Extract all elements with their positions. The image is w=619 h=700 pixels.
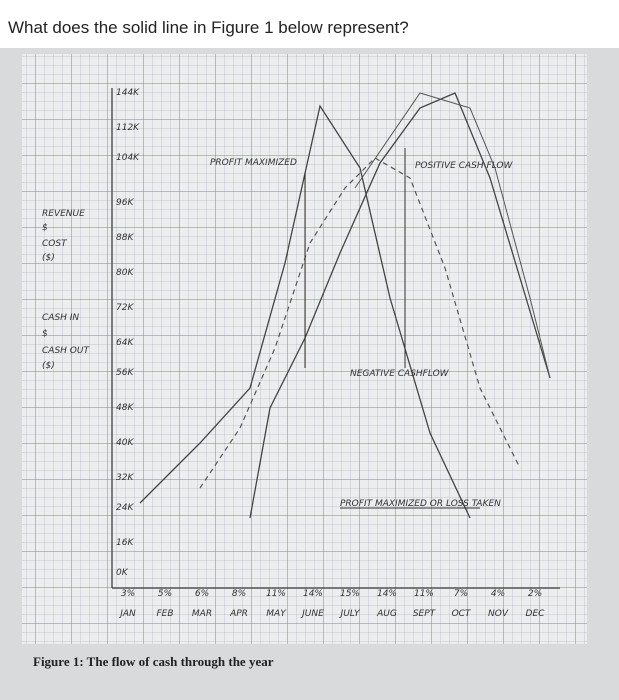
month-label: FEB	[156, 609, 173, 619]
month-label: MAY	[266, 609, 287, 619]
left-label: $	[42, 329, 48, 339]
percent-label: 2%	[528, 589, 542, 599]
annotation: PROFIT MAXIMIZED	[210, 158, 297, 168]
month-label: NOV	[488, 609, 509, 619]
annotation: POSITIVE CASH FLOW	[415, 161, 514, 171]
month-label: MAR	[192, 609, 212, 619]
left-label: CASH OUT	[42, 346, 90, 356]
percent-label: 3%	[121, 589, 135, 599]
solid-line-2	[249, 92, 551, 519]
percent-label: 11%	[266, 589, 286, 599]
left-label: ($)	[42, 361, 55, 371]
percent-label: 11%	[414, 589, 434, 599]
percent-label: 8%	[232, 589, 246, 599]
month-label: JULY	[339, 609, 361, 619]
month-label: JAN	[118, 609, 136, 619]
left-label: REVENUE	[42, 209, 85, 219]
annotation: NEGATIVE CASHFLOW	[350, 369, 450, 379]
dashed-line	[199, 157, 521, 489]
y-label: 96K	[116, 198, 134, 208]
month-label: SEPT	[413, 609, 437, 619]
y-label: 88K	[116, 233, 134, 243]
month-label: JUNE	[300, 609, 324, 619]
month-label: APR	[229, 609, 248, 619]
percent-label: 15%	[340, 589, 360, 599]
y-label: 112K	[116, 123, 140, 133]
left-label: CASH IN	[42, 313, 79, 323]
left-label: ($)	[42, 253, 55, 263]
y-label: 56K	[116, 368, 134, 378]
question: What does the solid line in Figure 1 bel…	[8, 18, 409, 37]
y-label: 72K	[116, 303, 134, 313]
left-label: $	[42, 223, 48, 233]
solid-line-1	[139, 104, 471, 519]
left-label: COST	[42, 239, 68, 249]
y-label: 16K	[116, 538, 134, 548]
month-label: AUG	[376, 609, 397, 619]
month-label: DEC	[526, 609, 546, 619]
percent-label: 7%	[454, 589, 468, 599]
figure-caption: Figure 1: The flow of cash through the y…	[33, 654, 274, 669]
figure-photo: 144K 112K 104K 96K 88K 80K 72K 64K 56K 48K 40K 32K 2…	[0, 48, 619, 700]
month-label: OCT	[452, 609, 472, 619]
y-label: 24K	[116, 503, 134, 513]
y-label: 0K	[116, 568, 129, 578]
percent-label: 14%	[377, 589, 397, 599]
y-label: 144K	[116, 88, 140, 98]
y-label: 104K	[116, 153, 140, 163]
y-label: 32K	[116, 473, 134, 483]
y-label: 40K	[116, 438, 134, 448]
solid-line-3	[354, 92, 551, 379]
percent-label: 6%	[195, 589, 209, 599]
annotation: PROFIT MAXIMIZED OR LOSS TAKEN	[340, 499, 501, 509]
percent-label: 5%	[158, 589, 172, 599]
y-label: 48K	[116, 403, 134, 413]
percent-label: 14%	[303, 589, 323, 599]
y-label: 64K	[116, 338, 134, 348]
y-label: 80K	[116, 268, 134, 278]
percent-label: 4%	[491, 589, 505, 599]
